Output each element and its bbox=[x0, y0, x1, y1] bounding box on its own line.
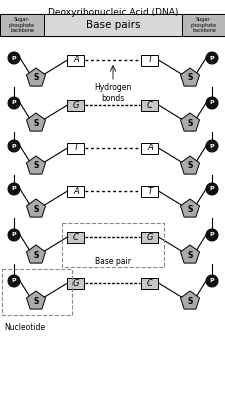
Circle shape bbox=[8, 52, 20, 64]
Polygon shape bbox=[26, 199, 45, 217]
Text: P: P bbox=[12, 143, 16, 149]
Circle shape bbox=[205, 229, 217, 241]
Text: Deoxyribonucleic Acid (DNA): Deoxyribonucleic Acid (DNA) bbox=[48, 8, 177, 17]
Polygon shape bbox=[180, 245, 199, 263]
FancyBboxPatch shape bbox=[141, 231, 158, 243]
Text: T: T bbox=[147, 186, 152, 196]
FancyBboxPatch shape bbox=[181, 14, 225, 36]
Text: P: P bbox=[209, 233, 213, 237]
Circle shape bbox=[8, 229, 20, 241]
Polygon shape bbox=[26, 68, 45, 86]
Text: G: G bbox=[146, 233, 153, 241]
Text: P: P bbox=[209, 100, 213, 105]
FancyBboxPatch shape bbox=[141, 186, 158, 196]
Text: S: S bbox=[33, 297, 38, 305]
Text: Sugar-
phosphate
backbone: Sugar- phosphate backbone bbox=[9, 17, 35, 33]
Text: P: P bbox=[209, 143, 213, 149]
Text: S: S bbox=[33, 118, 38, 128]
Circle shape bbox=[8, 183, 20, 195]
Text: P: P bbox=[12, 56, 16, 60]
Polygon shape bbox=[26, 156, 45, 174]
FancyBboxPatch shape bbox=[141, 55, 158, 66]
FancyBboxPatch shape bbox=[0, 14, 225, 36]
Text: G: G bbox=[72, 100, 79, 109]
Text: Nucleotide: Nucleotide bbox=[4, 323, 45, 332]
Text: S: S bbox=[187, 205, 192, 214]
Text: S: S bbox=[33, 162, 38, 171]
Text: C: C bbox=[146, 100, 152, 109]
Text: G: G bbox=[72, 278, 79, 288]
FancyBboxPatch shape bbox=[67, 55, 84, 66]
Text: S: S bbox=[33, 250, 38, 260]
Polygon shape bbox=[26, 291, 45, 309]
Text: T: T bbox=[73, 143, 78, 152]
FancyBboxPatch shape bbox=[67, 100, 84, 111]
Text: P: P bbox=[12, 278, 16, 284]
Text: S: S bbox=[187, 250, 192, 260]
Circle shape bbox=[205, 97, 217, 109]
Text: Hydrogen
bonds: Hydrogen bonds bbox=[94, 83, 131, 103]
Text: S: S bbox=[187, 118, 192, 128]
Text: C: C bbox=[146, 278, 152, 288]
Polygon shape bbox=[180, 199, 199, 217]
FancyBboxPatch shape bbox=[67, 186, 84, 196]
Text: S: S bbox=[33, 73, 38, 83]
Polygon shape bbox=[180, 68, 199, 86]
Text: S: S bbox=[187, 297, 192, 305]
Text: Base pairs: Base pairs bbox=[85, 20, 140, 30]
Text: Sugar-
phosphate
backbone: Sugar- phosphate backbone bbox=[190, 17, 216, 33]
Text: P: P bbox=[209, 56, 213, 60]
Circle shape bbox=[8, 140, 20, 152]
FancyBboxPatch shape bbox=[67, 278, 84, 288]
Circle shape bbox=[205, 183, 217, 195]
Text: P: P bbox=[12, 186, 16, 192]
Text: P: P bbox=[209, 186, 213, 192]
Text: P: P bbox=[209, 278, 213, 284]
FancyBboxPatch shape bbox=[67, 231, 84, 243]
Text: A: A bbox=[146, 143, 152, 152]
FancyBboxPatch shape bbox=[44, 14, 181, 36]
Text: Base pair: Base pair bbox=[94, 256, 130, 265]
Text: T: T bbox=[147, 56, 152, 64]
Text: P: P bbox=[12, 100, 16, 105]
FancyBboxPatch shape bbox=[0, 14, 44, 36]
Polygon shape bbox=[26, 113, 45, 131]
FancyBboxPatch shape bbox=[141, 278, 158, 288]
Polygon shape bbox=[180, 291, 199, 309]
Polygon shape bbox=[180, 156, 199, 174]
Polygon shape bbox=[180, 113, 199, 131]
Polygon shape bbox=[26, 245, 45, 263]
Circle shape bbox=[205, 275, 217, 287]
Circle shape bbox=[8, 275, 20, 287]
Text: P: P bbox=[12, 233, 16, 237]
FancyBboxPatch shape bbox=[67, 143, 84, 154]
Circle shape bbox=[205, 140, 217, 152]
Text: S: S bbox=[187, 73, 192, 83]
Text: A: A bbox=[73, 56, 79, 64]
Text: S: S bbox=[33, 205, 38, 214]
Text: S: S bbox=[187, 162, 192, 171]
FancyBboxPatch shape bbox=[141, 143, 158, 154]
Text: C: C bbox=[73, 233, 79, 241]
Circle shape bbox=[8, 97, 20, 109]
Text: A: A bbox=[73, 186, 79, 196]
FancyBboxPatch shape bbox=[141, 100, 158, 111]
Circle shape bbox=[205, 52, 217, 64]
